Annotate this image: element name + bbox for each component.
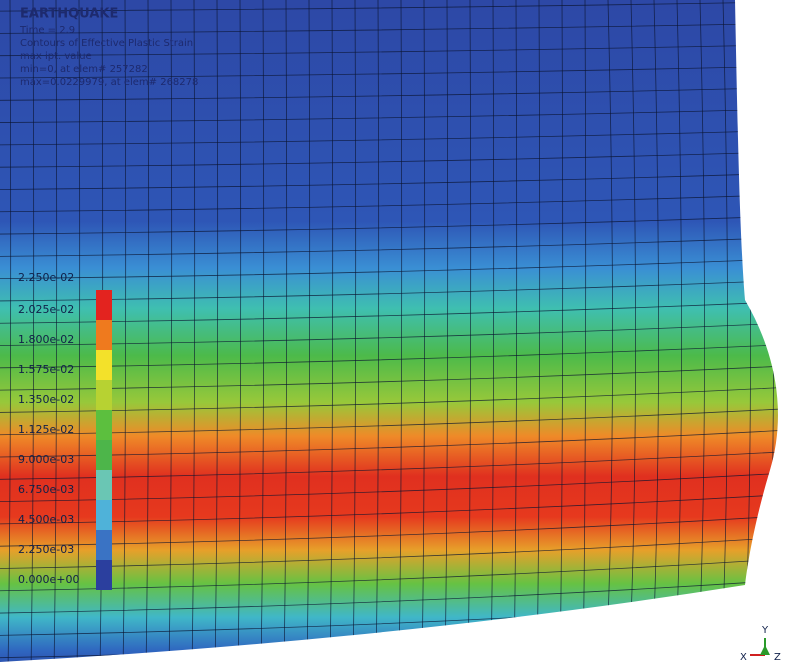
legend-band xyxy=(96,380,112,410)
viewport: 2.250e-02 2.025e-02 1.800e-02 1.575e-02 1.35… xyxy=(0,0,789,671)
header-line: Contours of Effective Plastic Strain xyxy=(20,38,193,49)
legend-label: 4.500e-03 xyxy=(18,513,74,526)
legend-label: 1.350e-02 xyxy=(18,393,74,406)
legend-band xyxy=(96,560,112,590)
title: EARTHQUAKE xyxy=(20,7,118,22)
triad-z: Z xyxy=(774,652,781,663)
triad: Y X Z xyxy=(740,625,781,663)
header-line: max=0.0229979, at elem# 268278 xyxy=(20,77,198,88)
header-line: Time = 2.9 xyxy=(19,25,75,36)
legend-label: 2.025e-02 xyxy=(18,303,74,316)
legend-label: 9.000e-03 xyxy=(18,453,74,466)
triad-y: Y xyxy=(761,625,769,636)
legend-label: 0.000e+00 xyxy=(18,573,79,586)
legend-band xyxy=(96,530,112,560)
legend-band xyxy=(96,500,112,530)
header-line: min=0, at elem# 257282 xyxy=(20,64,148,75)
header-line: max ipt. value xyxy=(20,51,92,62)
legend-band xyxy=(96,410,112,440)
legend-label: 6.750e-03 xyxy=(18,483,74,496)
legend-band xyxy=(96,320,112,350)
legend-label: 2.250e-03 xyxy=(18,543,74,556)
legend-band xyxy=(96,440,112,470)
legend-band xyxy=(96,290,112,320)
triad-cone xyxy=(760,645,770,655)
legend-label: 1.575e-02 xyxy=(18,363,74,376)
legend-band xyxy=(96,350,112,380)
legend-label: 1.125e-02 xyxy=(18,423,74,436)
legend-band xyxy=(96,470,112,500)
triad-x: X xyxy=(740,652,747,663)
legend-label: 2.250e-02 xyxy=(18,271,74,284)
mesh-col xyxy=(767,0,774,671)
header: EARTHQUAKE xyxy=(20,7,118,22)
legend-label: 1.800e-02 xyxy=(18,333,74,346)
